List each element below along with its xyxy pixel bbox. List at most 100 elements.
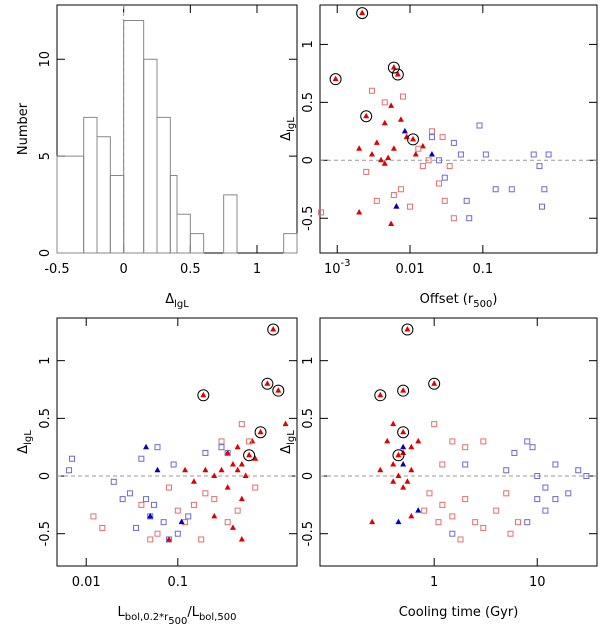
histogram-bar: [143, 58, 158, 254]
square-point: [428, 128, 435, 135]
x-axis-label: Offset (r500): [420, 292, 498, 310]
square-point: [480, 524, 487, 531]
square-point: [90, 513, 97, 520]
triangle-point: [377, 466, 384, 473]
square-point: [524, 519, 531, 526]
circle-point: [407, 133, 420, 146]
square-point: [138, 501, 145, 508]
triangle-point: [143, 443, 150, 450]
square-point: [441, 197, 448, 204]
label-part: Number: [16, 102, 31, 155]
square-point: [160, 519, 167, 526]
y-tick-label: 0.5: [301, 92, 316, 113]
square-point: [545, 151, 552, 158]
triangle-point: [419, 142, 426, 149]
triangle-point: [431, 380, 438, 386]
square-point: [373, 197, 380, 204]
square-point: [435, 519, 442, 526]
square-point: [463, 197, 470, 204]
histogram-bar: [83, 116, 98, 254]
square-point: [503, 467, 510, 474]
y-tick-label: 0: [301, 472, 316, 480]
circle-point: [397, 426, 410, 439]
triangle-point: [270, 326, 277, 332]
y-axis-label: Number: [16, 102, 31, 155]
y-tick-label: -0.5: [301, 521, 316, 546]
triangle-point: [242, 472, 249, 479]
x-tick-label: 0: [120, 262, 128, 277]
square-point: [583, 473, 590, 480]
square-point: [539, 203, 546, 210]
square-point: [363, 168, 370, 175]
triangle-point: [238, 460, 245, 467]
square-point: [482, 151, 489, 158]
x-tick-label: 10-3: [324, 258, 351, 277]
triangle-point: [238, 495, 245, 502]
square-point: [126, 490, 133, 497]
square-point: [457, 536, 464, 543]
triangle-point: [147, 512, 154, 519]
triangle-point: [394, 71, 401, 77]
square-point: [170, 461, 177, 468]
label-part: ): [492, 292, 497, 307]
y-tick-label: 0: [38, 472, 53, 480]
x-axis-label: ΔlgL: [165, 292, 189, 310]
label-part: lgL: [23, 430, 34, 445]
y-tick-label: 10: [38, 51, 53, 68]
triangle-point: [356, 208, 363, 215]
triangle-point: [395, 451, 402, 458]
triangle-point: [218, 466, 225, 473]
y-tick-label: 1: [38, 357, 53, 365]
histogram-bar: [156, 116, 171, 254]
square-point: [508, 186, 515, 193]
triangle-point: [182, 466, 189, 473]
square-point: [542, 507, 549, 514]
triangle-point: [400, 484, 407, 490]
square-point: [457, 151, 464, 158]
triangle-point: [408, 512, 415, 519]
label-part: 500: [473, 299, 492, 310]
label-part: -3: [341, 258, 351, 269]
triangle-point: [190, 478, 197, 484]
square-point: [439, 461, 446, 468]
triangle-point: [397, 116, 404, 122]
square-point: [425, 157, 432, 164]
triangle-point: [390, 478, 397, 484]
circle-point: [428, 377, 441, 390]
triangle-point: [356, 145, 363, 151]
square-point: [534, 473, 541, 480]
circle-point: [243, 449, 256, 462]
histogram-bar: [176, 213, 191, 254]
square-point: [154, 530, 161, 537]
square-point: [492, 186, 499, 193]
circle-point: [267, 323, 280, 336]
square-point: [318, 209, 325, 216]
y-tick-label: -0.5: [301, 206, 316, 231]
square-point: [536, 163, 543, 170]
y-tick-label: -0.5: [38, 521, 53, 546]
label-part: Δ: [16, 445, 31, 454]
circle-point: [197, 389, 210, 402]
triangle-point: [165, 535, 172, 542]
triangle-point: [401, 127, 408, 134]
square-point: [472, 519, 479, 526]
triangle-point: [202, 466, 209, 473]
square-point: [138, 455, 145, 462]
triangle-point: [388, 102, 395, 108]
triangle-point: [257, 428, 264, 435]
plot-frame: [319, 317, 598, 567]
circle-point: [374, 389, 387, 402]
square-point: [514, 519, 521, 526]
histogram-bar: [123, 20, 145, 254]
label-part: /L: [187, 605, 199, 620]
triangle-point: [264, 380, 271, 386]
square-point: [428, 134, 435, 141]
triangle-point: [234, 466, 241, 473]
triangle-point: [412, 150, 419, 157]
square-point: [511, 449, 518, 456]
triangle-point: [332, 75, 339, 82]
square-point: [397, 186, 404, 193]
label-part: 10: [324, 262, 341, 277]
square-point: [493, 507, 500, 514]
square-point: [450, 139, 457, 146]
